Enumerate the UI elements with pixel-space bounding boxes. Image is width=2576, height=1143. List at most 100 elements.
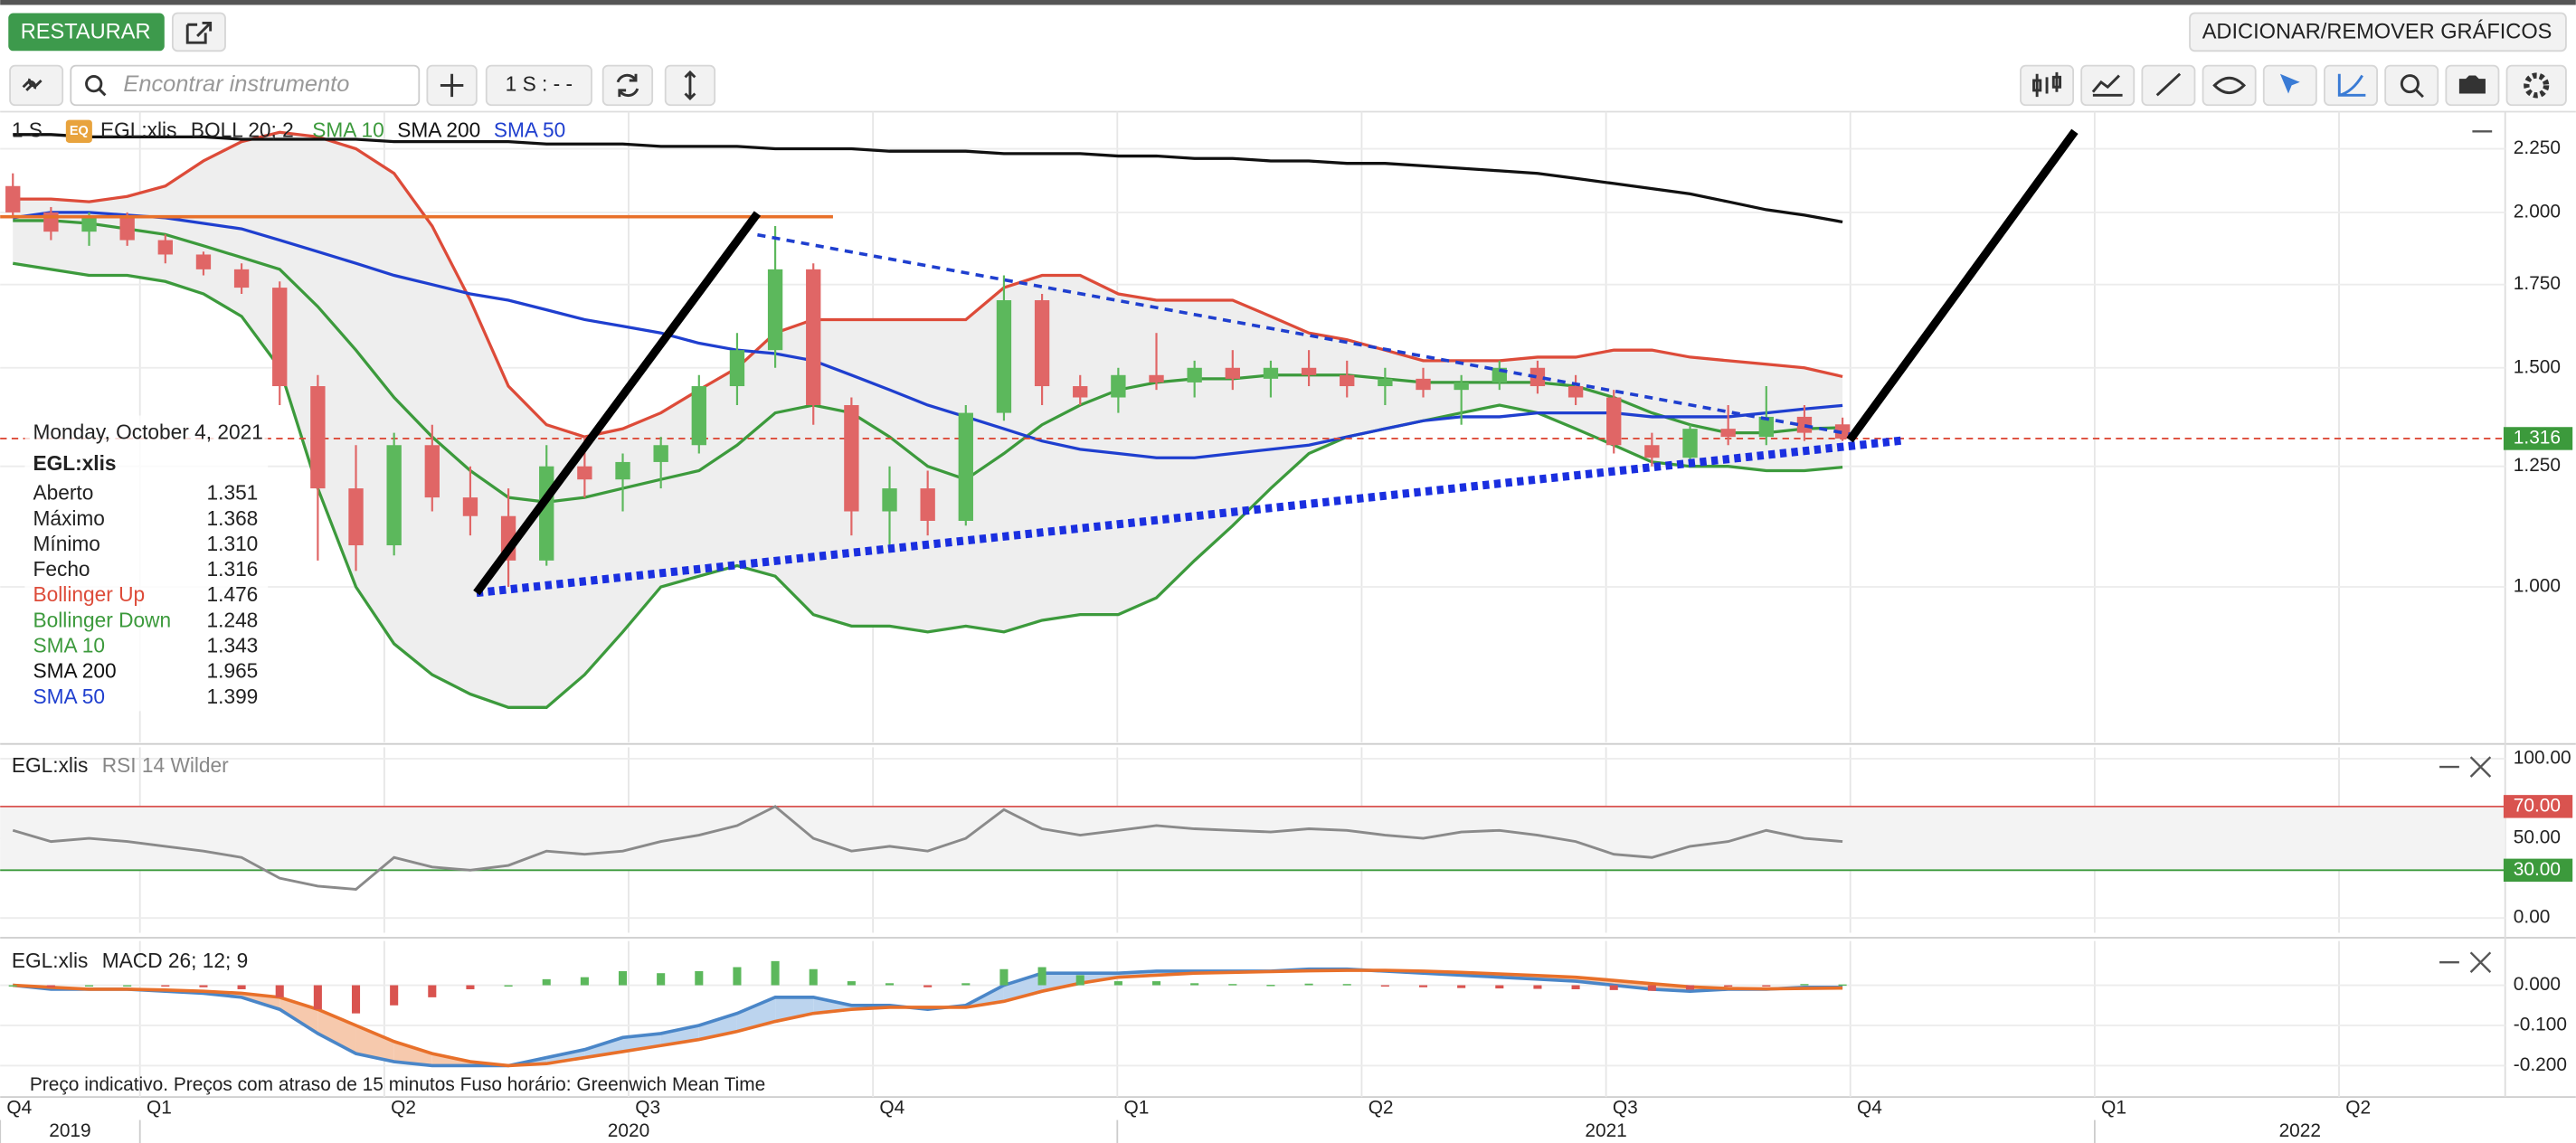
histogram-bar — [8, 985, 17, 987]
arrow-drawing — [1846, 128, 2079, 443]
y-tick-label: 50.00 — [2514, 827, 2561, 848]
candle-body — [1720, 429, 1736, 438]
tooltip-label: Bollinger Down — [33, 608, 172, 631]
scale-icon — [684, 70, 696, 101]
histogram-bar — [123, 985, 132, 987]
x-tick-label: Q1 — [147, 1097, 172, 1118]
tooltip-value: 1.476 — [207, 582, 259, 606]
visibility-tool[interactable] — [2202, 64, 2257, 107]
tooltip-box — [24, 415, 269, 712]
settings-icon — [2524, 72, 2550, 99]
refresh-icon — [616, 73, 639, 98]
search-box[interactable] — [70, 64, 421, 107]
x-tick-label: Q2 — [1368, 1097, 1394, 1118]
candle-body — [195, 254, 212, 269]
candle-body — [1263, 367, 1279, 379]
histogram-bar — [1190, 983, 1199, 986]
badge — [65, 119, 92, 143]
camera-icon — [2458, 75, 2486, 94]
histogram-bar — [580, 977, 589, 986]
legend-entry: SMA 50 — [494, 118, 565, 141]
candle-body — [1606, 397, 1622, 446]
restore-button[interactable] — [8, 13, 165, 52]
band-fill — [13, 132, 1843, 708]
band-line — [13, 130, 1843, 439]
year-label: 2022 — [2279, 1120, 2321, 1141]
candle-body — [1073, 386, 1088, 398]
settings-tool[interactable] — [2505, 64, 2567, 107]
link-icon — [22, 78, 43, 91]
candle-body — [1796, 416, 1813, 433]
panel-controls[interactable] — [2439, 951, 2492, 973]
histogram-bar — [885, 983, 895, 986]
histogram-bar — [1037, 967, 1046, 986]
candle-body — [1758, 416, 1774, 438]
tooltip-instrument: EGL:xlis — [33, 451, 117, 475]
candle-icon — [2032, 71, 2062, 98]
histogram-bar — [161, 985, 170, 987]
candle-body — [691, 386, 706, 446]
macd-line — [13, 967, 1843, 1068]
interval-button[interactable] — [485, 64, 592, 107]
y-tick-label: 1.500 — [2514, 356, 2561, 377]
tooltip-label: Bollinger Up — [33, 582, 146, 606]
candle-body — [348, 488, 364, 546]
candle-body — [424, 445, 440, 498]
histogram-bar — [1380, 985, 1389, 987]
candle-body — [806, 269, 821, 405]
candle-body — [272, 288, 288, 387]
candle-body — [310, 386, 326, 489]
candle-body — [1149, 374, 1164, 383]
zoom-handle — [2415, 89, 2424, 99]
y-tick-label: 100.00 — [2514, 748, 2571, 769]
histogram-bar — [542, 978, 551, 986]
zoom-tool[interactable] — [2384, 64, 2439, 107]
candle-body — [767, 269, 783, 351]
histogram-bar — [923, 985, 933, 987]
histogram-bar — [1304, 983, 1313, 986]
tooltip-value: 1.965 — [207, 659, 259, 683]
footer-note: Preço indicativo. Preços com atraso de 1… — [30, 1074, 765, 1095]
histogram-bar — [46, 985, 55, 987]
histogram-bar — [999, 968, 1009, 986]
tooltip-label: Mínimo — [33, 532, 100, 555]
window-edge — [0, 0, 2576, 5]
popout-button[interactable] — [171, 12, 226, 52]
histogram-bar — [733, 967, 742, 986]
tooltip-value: 1.310 — [207, 532, 259, 555]
histogram-bar — [847, 981, 856, 986]
candle-body — [577, 466, 592, 480]
trend-drawing — [476, 436, 1907, 598]
indicator: BOLL 20; 2 — [191, 118, 294, 141]
candle-body — [1187, 367, 1202, 383]
histogram-bar — [1533, 985, 1542, 989]
candle-body — [1378, 378, 1393, 387]
curve-icon — [2337, 73, 2366, 97]
x-tick-label: Q3 — [635, 1097, 660, 1118]
rsi-line — [12, 805, 1843, 891]
candle-body — [233, 269, 250, 288]
curve-tool[interactable] — [2324, 64, 2378, 107]
y-tick-label: 1.000 — [2514, 576, 2561, 597]
y-tick-label: 30.00 — [2514, 859, 2561, 880]
x-tick-label: Q2 — [2345, 1097, 2371, 1118]
search-icon-handle — [98, 88, 107, 97]
last-price-label: 1.316 — [2514, 427, 2561, 448]
tooltip-label: SMA 200 — [33, 659, 117, 683]
histogram-bar — [961, 983, 971, 986]
refresh-button[interactable] — [601, 64, 654, 107]
add-remove-button[interactable] — [2189, 12, 2567, 52]
x-tick-label: Q2 — [391, 1097, 416, 1118]
histogram-bar — [1647, 985, 1656, 991]
panel-controls[interactable] — [2439, 756, 2492, 778]
histogram-bar — [809, 968, 818, 986]
histogram-bar — [84, 985, 94, 987]
candle-body — [844, 404, 859, 512]
legend-entry: SMA 200 — [397, 118, 480, 141]
tooltip-value: 1.399 — [207, 685, 259, 708]
x-tick-label: Q3 — [1613, 1097, 1638, 1118]
restore-label: RESTAURAR — [21, 21, 151, 44]
histogram-bar — [1151, 981, 1161, 986]
candle-body — [1644, 445, 1660, 458]
y-tick-label: 2.250 — [2514, 137, 2561, 158]
